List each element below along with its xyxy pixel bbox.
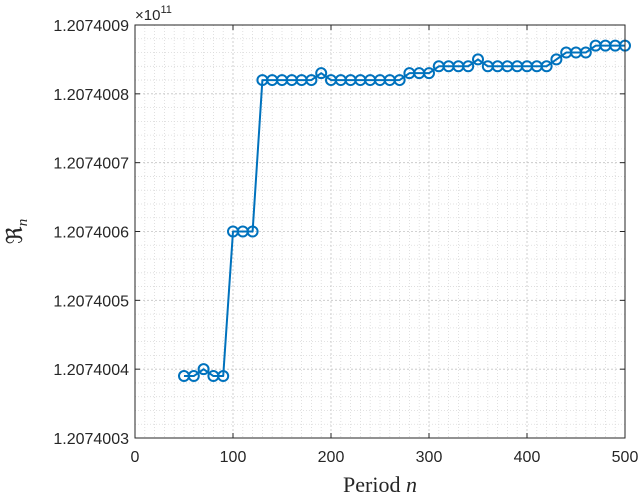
- data-point: [315, 67, 328, 80]
- data-point: [393, 74, 406, 87]
- x-tick-label: 100: [220, 449, 247, 466]
- y-axis-label: ℜn: [2, 219, 31, 244]
- x-tick-labels: 0 100 200 300 400 500: [131, 449, 639, 466]
- y-tick-label: 1.2074005: [53, 293, 129, 310]
- y-tick-labels: 1.2074003 1.2074004 1.2074005 1.2074006 1.20…: [53, 18, 129, 448]
- data-point: [462, 60, 475, 73]
- data-point: [217, 370, 230, 383]
- data-point: [197, 363, 210, 376]
- y-tick-label: 1.2074008: [53, 87, 129, 104]
- y-exponent-label: ×1011: [135, 4, 172, 24]
- data-point: [246, 225, 259, 238]
- x-axis-label: Period n: [343, 472, 417, 497]
- data-point: [305, 74, 318, 87]
- data-point: [540, 60, 553, 73]
- x-tick-label: 500: [612, 449, 639, 466]
- x-tick-label: 0: [131, 449, 140, 466]
- data-point: [187, 370, 200, 383]
- data-point: [472, 53, 484, 66]
- minor-grid: [135, 25, 625, 438]
- y-tick-label: 1.2074003: [53, 431, 129, 448]
- x-tick-label: 200: [318, 449, 345, 466]
- data-point: [550, 53, 563, 66]
- x-tick-label: 400: [514, 449, 541, 466]
- data-point: [579, 46, 592, 59]
- x-tick-label: 300: [416, 449, 443, 466]
- y-tick-label: 1.2074004: [53, 362, 129, 379]
- y-tick-label: 1.2074007: [53, 156, 129, 173]
- y-tick-label: 1.2074009: [53, 18, 129, 35]
- y-tick-label: 1.2074006: [53, 225, 129, 242]
- tick-marks: [134, 24, 626, 439]
- data-point: [423, 67, 435, 80]
